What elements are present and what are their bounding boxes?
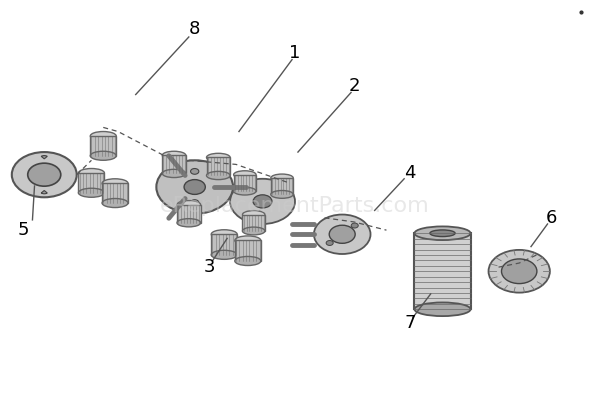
FancyBboxPatch shape: [78, 173, 104, 193]
Circle shape: [253, 195, 272, 208]
Ellipse shape: [78, 188, 104, 197]
FancyBboxPatch shape: [90, 136, 116, 156]
Text: 3: 3: [204, 258, 215, 276]
FancyBboxPatch shape: [102, 183, 128, 203]
Circle shape: [329, 225, 355, 243]
FancyBboxPatch shape: [162, 155, 186, 173]
Circle shape: [489, 250, 550, 293]
Ellipse shape: [271, 190, 293, 199]
Ellipse shape: [234, 171, 256, 178]
Ellipse shape: [162, 151, 186, 159]
FancyBboxPatch shape: [177, 205, 201, 223]
Circle shape: [28, 163, 61, 186]
FancyBboxPatch shape: [206, 157, 230, 175]
Ellipse shape: [177, 219, 201, 227]
Ellipse shape: [211, 250, 237, 259]
FancyBboxPatch shape: [235, 240, 261, 261]
Ellipse shape: [430, 230, 455, 237]
Circle shape: [184, 180, 205, 194]
Circle shape: [326, 240, 333, 245]
FancyBboxPatch shape: [211, 234, 237, 255]
Ellipse shape: [90, 132, 116, 141]
Ellipse shape: [102, 179, 128, 188]
Text: 4: 4: [404, 164, 416, 182]
Text: eReplacementParts.com: eReplacementParts.com: [160, 196, 430, 215]
Ellipse shape: [162, 169, 186, 178]
Ellipse shape: [90, 151, 116, 160]
Ellipse shape: [211, 230, 237, 239]
Text: 8: 8: [189, 20, 201, 38]
Ellipse shape: [235, 256, 261, 266]
Text: 6: 6: [546, 209, 558, 227]
Circle shape: [314, 215, 371, 254]
Text: 5: 5: [18, 221, 30, 239]
FancyBboxPatch shape: [271, 178, 293, 194]
Circle shape: [351, 223, 358, 228]
Ellipse shape: [414, 302, 471, 316]
Ellipse shape: [242, 227, 265, 235]
Circle shape: [502, 259, 537, 284]
Ellipse shape: [414, 226, 471, 240]
Circle shape: [12, 152, 77, 197]
Circle shape: [191, 200, 199, 206]
Wedge shape: [41, 156, 47, 159]
Circle shape: [191, 169, 199, 174]
Circle shape: [230, 179, 295, 224]
Text: 7: 7: [404, 314, 416, 332]
FancyBboxPatch shape: [242, 215, 265, 231]
Ellipse shape: [206, 153, 230, 162]
Ellipse shape: [234, 187, 256, 195]
Wedge shape: [41, 191, 47, 194]
FancyBboxPatch shape: [234, 175, 256, 191]
Ellipse shape: [242, 210, 265, 219]
Text: 2: 2: [348, 77, 360, 95]
Text: 1: 1: [289, 44, 301, 62]
Ellipse shape: [102, 199, 128, 208]
Ellipse shape: [271, 174, 293, 182]
Circle shape: [156, 160, 233, 214]
Ellipse shape: [78, 169, 104, 178]
Ellipse shape: [235, 236, 261, 245]
Ellipse shape: [177, 201, 201, 209]
Ellipse shape: [206, 171, 230, 180]
Bar: [414, 233, 471, 309]
